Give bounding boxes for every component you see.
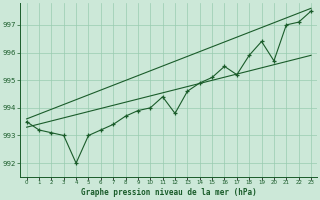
X-axis label: Graphe pression niveau de la mer (hPa): Graphe pression niveau de la mer (hPa) xyxy=(81,188,257,197)
